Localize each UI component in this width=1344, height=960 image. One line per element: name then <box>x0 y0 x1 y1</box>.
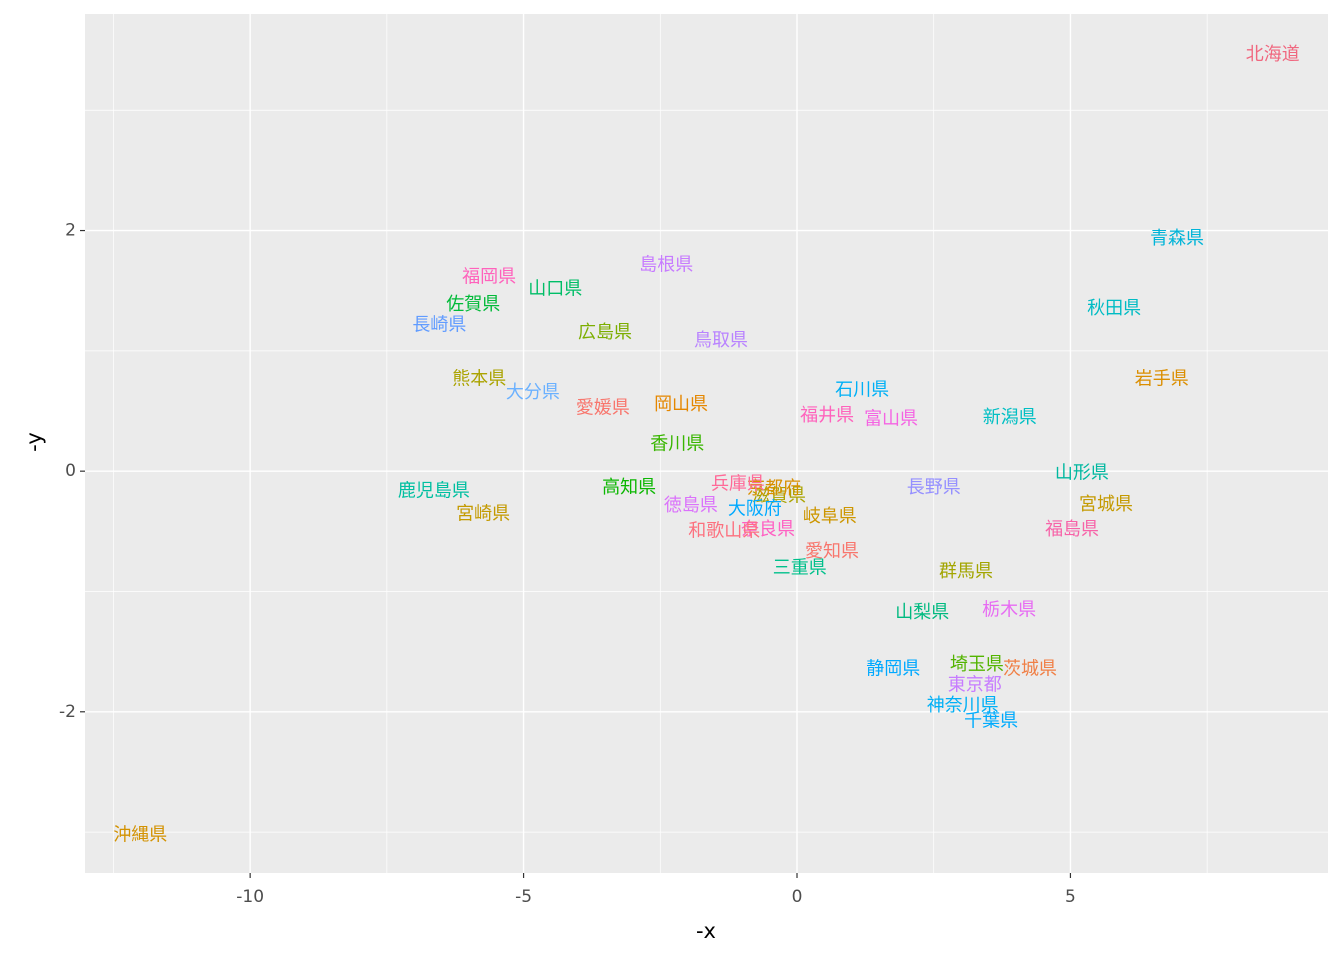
y-tick-label: -2 <box>59 702 76 722</box>
point-label: 福井県 <box>800 405 854 426</box>
point-label: 栃木県 <box>982 600 1036 621</box>
point-label: 愛知県 <box>805 541 859 562</box>
point-label: 香川県 <box>650 434 704 455</box>
point-label: 鹿児島県 <box>398 481 470 502</box>
point-label: 鳥取県 <box>694 330 748 351</box>
point-label: 東京都 <box>948 674 1002 695</box>
point-label: 奈良県 <box>741 519 795 540</box>
point-label: 山口県 <box>528 279 582 300</box>
point-label: 岩手県 <box>1135 369 1189 390</box>
point-label: 福岡県 <box>462 266 516 287</box>
y-tick-label: 0 <box>65 461 76 481</box>
point-label: 富山県 <box>864 408 918 429</box>
x-axis-title: -x <box>696 919 716 943</box>
point-label: 徳島県 <box>664 495 718 516</box>
point-label: 千葉県 <box>964 710 1018 731</box>
x-tick-label: 0 <box>792 887 803 907</box>
x-tick-label: 5 <box>1065 887 1076 907</box>
point-label: 大阪府 <box>728 499 782 520</box>
point-label: 京都府 <box>747 478 801 499</box>
point-label: 群馬県 <box>939 561 993 582</box>
y-tick-label: 2 <box>65 221 76 241</box>
point-label: 愛媛県 <box>576 398 630 419</box>
point-label: 福島県 <box>1045 519 1099 540</box>
point-label: 岡山県 <box>654 394 708 415</box>
point-label: 兵庫県 <box>711 473 765 494</box>
point-label: 長野県 <box>907 477 961 498</box>
point-label: 神奈川県 <box>927 695 999 716</box>
point-label: 高知県 <box>602 477 656 498</box>
x-tick-label: -5 <box>515 887 532 907</box>
point-label: 北海道 <box>1246 44 1300 65</box>
point-label: 三重県 <box>773 558 827 579</box>
x-tick-label: -10 <box>236 887 264 907</box>
point-label: 熊本県 <box>452 369 506 390</box>
point-label: 茨城県 <box>1003 659 1057 680</box>
point-label: 新潟県 <box>983 407 1037 428</box>
point-label: 滋賀県 <box>752 485 806 506</box>
point-label: 島根県 <box>639 254 693 275</box>
point-label: 宮城県 <box>1079 494 1133 515</box>
point-label: 岐阜県 <box>803 506 857 527</box>
point-label: 和歌山県 <box>688 520 760 541</box>
point-label: 広島県 <box>578 322 632 343</box>
point-label: 山梨県 <box>895 602 949 623</box>
point-label: 石川県 <box>835 380 889 401</box>
point-label: 静岡県 <box>866 659 920 680</box>
point-label: 宮崎県 <box>456 503 510 524</box>
panel <box>85 14 1328 873</box>
point-label: 埼玉県 <box>950 654 1004 675</box>
point-label: 佐賀県 <box>446 294 500 315</box>
point-label: 沖縄県 <box>113 825 167 846</box>
point-label: 青森県 <box>1150 228 1204 249</box>
point-label: 秋田県 <box>1087 298 1141 319</box>
point-label: 大分県 <box>506 382 560 403</box>
point-label: 長崎県 <box>412 315 466 336</box>
y-axis-title: -y <box>22 432 46 452</box>
point-label: 山形県 <box>1055 463 1109 484</box>
